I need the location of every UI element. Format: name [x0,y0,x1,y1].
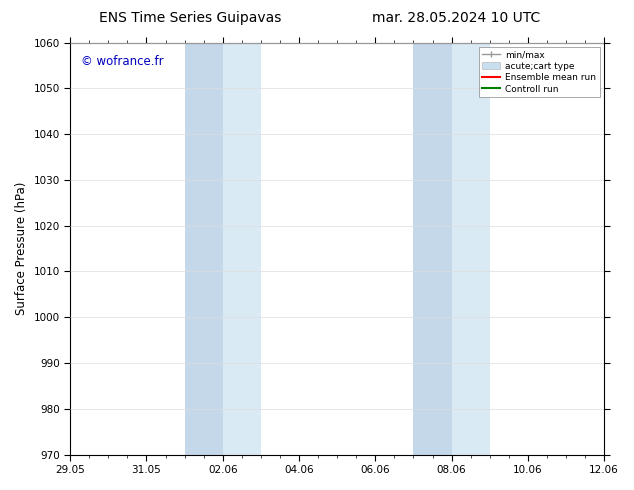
Bar [184,43,223,455]
Text: mar. 28.05.2024 10 UTC: mar. 28.05.2024 10 UTC [372,11,541,25]
Y-axis label: Surface Pressure (hPa): Surface Pressure (hPa) [15,182,28,315]
Legend: min/max, acute;cart type, Ensemble mean run, Controll run: min/max, acute;cart type, Ensemble mean … [479,47,600,97]
Bar [451,43,489,455]
Text: ENS Time Series Guipavas: ENS Time Series Guipavas [99,11,281,25]
Bar [413,43,451,455]
Bar [223,43,261,455]
Text: © wofrance.fr: © wofrance.fr [81,55,164,68]
